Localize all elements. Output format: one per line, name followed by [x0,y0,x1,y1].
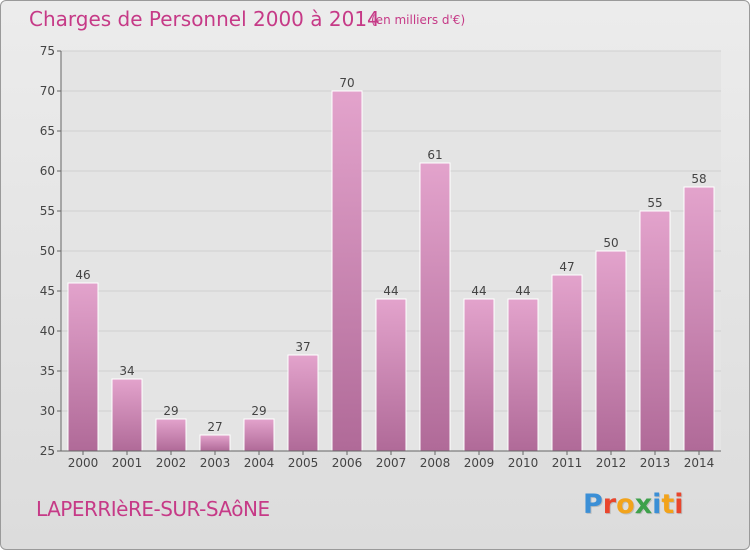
y-tick-label: 65 [40,124,55,138]
bar [463,298,495,452]
x-tick-label: 2005 [288,456,319,470]
x-tick-label: 2009 [464,456,495,470]
y-tick-label: 60 [40,164,55,178]
bar [419,162,451,452]
x-tick-label: 2002 [156,456,187,470]
logo-letter: r [602,489,617,520]
data-label: 70 [339,76,354,90]
data-label: 29 [163,404,178,418]
x-tick-label: 2014 [684,456,715,470]
logo-letter: t [661,489,675,520]
bar [375,298,407,452]
bar [199,434,231,452]
x-tick-label: 2011 [552,456,583,470]
logo-letter: P [583,489,603,520]
y-tick-label: 75 [40,44,55,58]
data-label: 37 [295,340,310,354]
data-label: 46 [75,268,90,282]
bar [287,354,319,452]
y-tick-label: 40 [40,324,55,338]
x-tick-label: 2004 [244,456,275,470]
x-tick-label: 2010 [508,456,539,470]
bar [155,418,187,452]
x-tick-label: 2001 [112,456,143,470]
bar [639,210,671,452]
commune-name: LAPERRIèRE-SUR-SAôNE [36,497,270,521]
bar [595,250,627,452]
data-label: 58 [691,172,706,186]
data-label: 44 [515,284,530,298]
data-label: 61 [427,148,442,162]
data-label: 27 [207,420,222,434]
bar [331,90,363,452]
logo-letter: i [652,489,662,520]
y-tick-label: 70 [40,84,55,98]
y-tick-label: 30 [40,404,55,418]
x-tick-label: 2013 [640,456,671,470]
y-tick-label: 25 [40,444,55,458]
bar [243,418,275,452]
logo-letter: i [674,489,684,520]
bar [507,298,539,452]
x-tick-label: 2003 [200,456,231,470]
bar [111,378,143,452]
bar [683,186,715,452]
y-tick-label: 45 [40,284,55,298]
x-tick-label: 2000 [68,456,99,470]
bar [551,274,583,452]
chart-subtitle: (en milliers d'€) [371,13,466,27]
chart-title: Charges de Personnel 2000 à 2014 [29,7,380,31]
data-label: 44 [471,284,486,298]
data-label: 55 [647,196,662,210]
x-tick-label: 2006 [332,456,363,470]
y-tick-label: 35 [40,364,55,378]
data-label: 44 [383,284,398,298]
data-label: 34 [119,364,134,378]
logo-letter: x [634,489,653,520]
proxiti-logo: Proxiti [583,489,684,520]
x-tick-label: 2008 [420,456,451,470]
data-label: 29 [251,404,266,418]
logo-letter: o [616,489,635,520]
x-tick-label: 2012 [596,456,627,470]
bar [67,282,99,452]
x-tick-label: 2007 [376,456,407,470]
y-tick-label: 50 [40,244,55,258]
y-tick-label: 55 [40,204,55,218]
data-label: 50 [603,236,618,250]
data-label: 47 [559,260,574,274]
